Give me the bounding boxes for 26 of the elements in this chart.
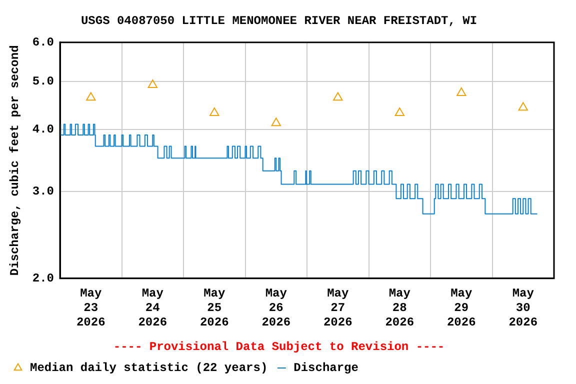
y-axis-title: Discharge, cubic feet per second — [8, 45, 22, 276]
y-tick-label: 4.0 — [32, 122, 54, 137]
x-tick-label: May 23 2026 — [76, 286, 106, 330]
x-tick-label: May 24 2026 — [138, 286, 168, 330]
point — [271, 118, 281, 126]
y-tick-label: 2.0 — [32, 271, 54, 286]
x-tick-label: May 30 2026 — [508, 286, 538, 330]
legend-label: Median daily statistic (22 years) — [30, 361, 268, 376]
point — [456, 88, 466, 96]
point — [210, 107, 220, 116]
point — [148, 80, 158, 88]
legend-label: Discharge — [294, 361, 358, 376]
x-tick-label: May 28 2026 — [385, 286, 414, 330]
x-tick-label: May 29 2026 — [446, 286, 476, 330]
chart-title: USGS 04087050 LITTLE MENOMONEE RIVER NEAR FREISTADT, WI — [80, 14, 478, 28]
y-tick-label: 6.0 — [32, 35, 54, 50]
x-tick-label: May 27 2026 — [323, 286, 352, 330]
point — [394, 107, 404, 116]
point — [86, 92, 96, 101]
point — [333, 92, 343, 101]
point — [518, 102, 528, 111]
x-tick-label: May 25 2026 — [200, 286, 229, 330]
y-tick-label: 5.0 — [32, 74, 54, 89]
text: ---- Provisional Data Subject to Revision ---- — [113, 340, 445, 354]
y-tick-label: 3.0 — [32, 184, 54, 198]
x-tick-label: May 26 2026 — [262, 286, 291, 330]
